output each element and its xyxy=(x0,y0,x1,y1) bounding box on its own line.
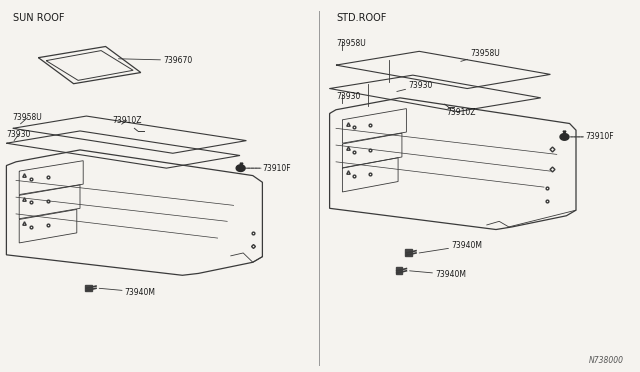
Text: 73958U: 73958U xyxy=(336,39,365,48)
Text: 73930: 73930 xyxy=(397,81,433,92)
Text: SUN ROOF: SUN ROOF xyxy=(13,13,64,23)
Text: 73910Z: 73910Z xyxy=(112,116,141,125)
Text: 73930: 73930 xyxy=(336,92,360,101)
Text: 73910F: 73910F xyxy=(246,164,291,173)
Text: 73940M: 73940M xyxy=(419,241,482,253)
Text: 739670: 739670 xyxy=(118,56,193,65)
Polygon shape xyxy=(396,267,402,274)
Polygon shape xyxy=(405,249,412,256)
Text: 73910F: 73910F xyxy=(571,132,614,141)
Polygon shape xyxy=(236,165,245,171)
Polygon shape xyxy=(85,285,92,291)
Text: 73940M: 73940M xyxy=(99,288,156,296)
Text: 73940M: 73940M xyxy=(410,270,466,279)
Text: 73958U: 73958U xyxy=(461,49,500,61)
Text: N738000: N738000 xyxy=(589,356,624,365)
Text: 73930: 73930 xyxy=(6,130,31,141)
Text: 73910Z: 73910Z xyxy=(447,108,476,117)
Polygon shape xyxy=(560,134,569,140)
Text: 73958U: 73958U xyxy=(13,113,42,124)
Text: STD.ROOF: STD.ROOF xyxy=(336,13,387,23)
